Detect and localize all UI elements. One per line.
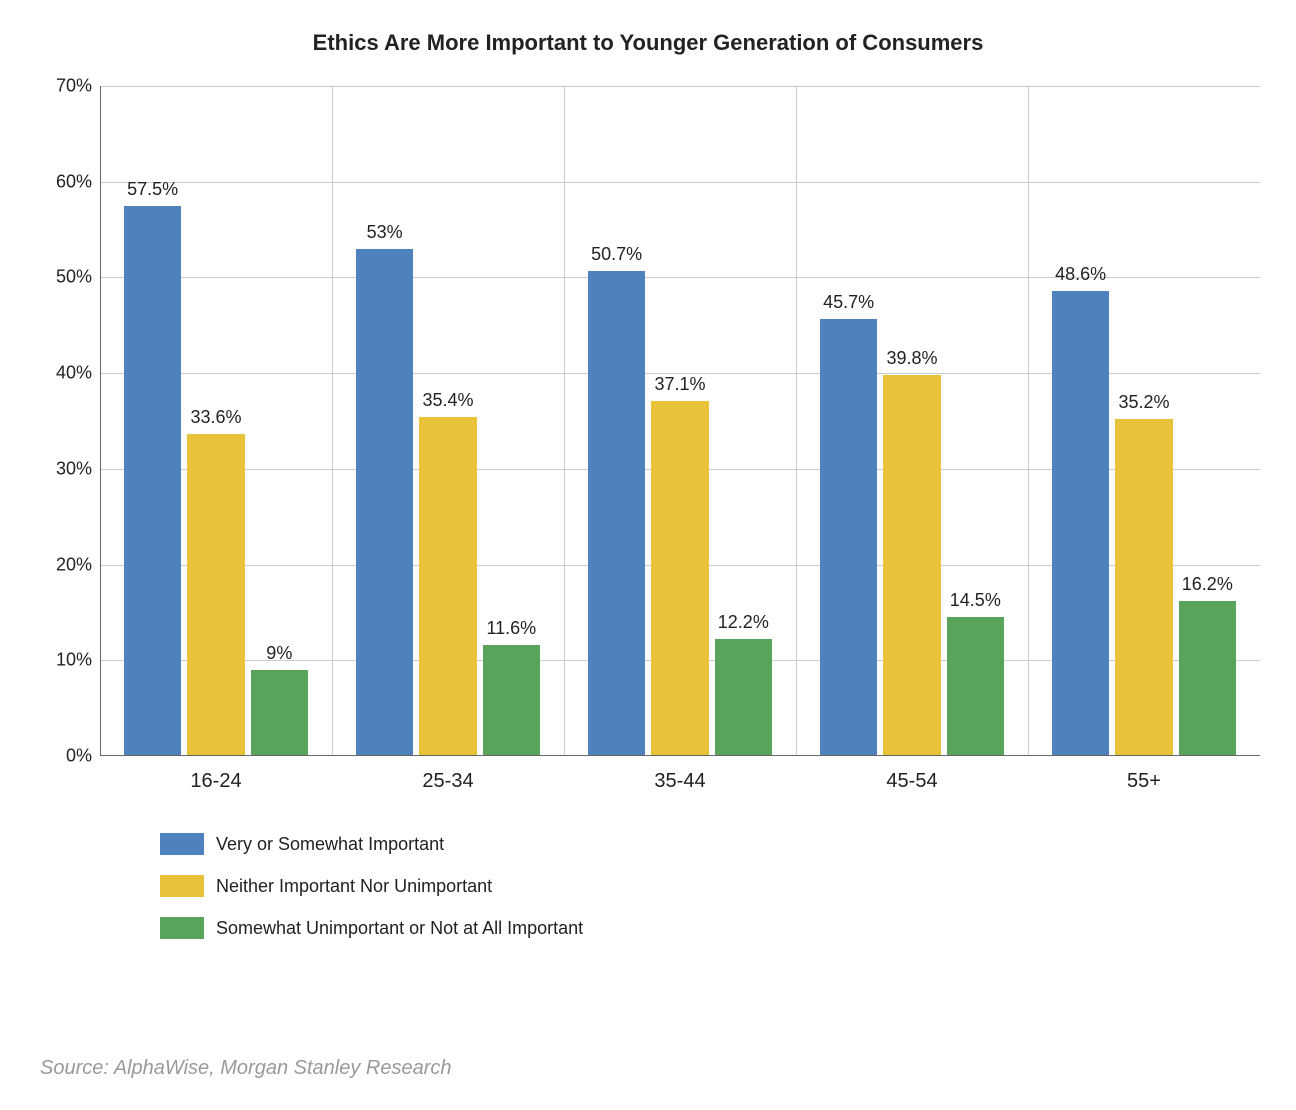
bar: 35.4% [419,417,476,756]
bar-value-label: 37.1% [654,374,705,401]
bar: 53% [356,249,413,756]
bar: 33.6% [187,434,244,756]
x-axis-line [100,755,1260,756]
bar: 14.5% [947,617,1004,756]
legend-label: Neither Important Nor Unimportant [216,876,492,897]
y-tick-label: 50% [56,267,92,288]
bar-value-label: 53% [367,222,403,249]
bar-value-label: 14.5% [950,590,1001,617]
bar-cluster: 45.7%39.8%14.5% [796,86,1028,756]
bar-value-label: 35.2% [1118,392,1169,419]
bar-cluster: 57.5%33.6%9% [100,86,332,756]
x-tick-label: 25-34 [332,770,564,793]
legend: Very or Somewhat Important Neither Import… [160,833,1256,939]
bar-cluster: 53%35.4%11.6% [332,86,564,756]
bar: 35.2% [1115,419,1172,756]
plot-area: 0%10%20%30%40%50%60%70% 57.5%33.6%9%53%3… [100,86,1260,756]
bar-value-label: 35.4% [422,390,473,417]
bar: 12.2% [715,639,772,756]
bar-value-label: 16.2% [1182,574,1233,601]
chart-title: Ethics Are More Important to Younger Gen… [40,30,1256,56]
bar-value-label: 9% [266,643,292,670]
bar: 48.6% [1052,291,1109,756]
bar-value-label: 12.2% [718,612,769,639]
bar-value-label: 33.6% [190,407,241,434]
bar-group: 50.7%37.1%12.2% [564,86,796,756]
y-tick-label: 0% [66,746,92,767]
x-tick-label: 55+ [1028,770,1260,793]
bar-groups: 57.5%33.6%9%53%35.4%11.6%50.7%37.1%12.2%… [100,86,1260,756]
bar: 16.2% [1179,601,1236,756]
source-citation: Source: AlphaWise, Morgan Stanley Resear… [40,1057,452,1080]
y-tick-label: 30% [56,458,92,479]
legend-swatch [160,917,204,939]
legend-label: Somewhat Unimportant or Not at All Impor… [216,918,583,939]
chart-container: Ethics Are More Important to Younger Gen… [0,0,1296,1110]
x-tick-label: 45-54 [796,770,1028,793]
legend-item: Somewhat Unimportant or Not at All Impor… [160,917,1256,939]
legend-item: Very or Somewhat Important [160,833,1256,855]
bar: 57.5% [124,206,181,756]
bar-value-label: 11.6% [486,618,536,645]
x-axis-labels: 16-2425-3435-4445-5455+ [100,770,1260,793]
y-tick-label: 10% [56,650,92,671]
bar-cluster: 48.6%35.2%16.2% [1028,86,1260,756]
bar-value-label: 39.8% [886,348,937,375]
bar-value-label: 57.5% [127,179,178,206]
bar: 45.7% [820,319,877,756]
y-tick-label: 20% [56,554,92,575]
bar: 39.8% [883,375,940,756]
x-tick-label: 16-24 [100,770,332,793]
y-tick-label: 70% [56,76,92,97]
bar-value-label: 45.7% [823,292,874,319]
legend-item: Neither Important Nor Unimportant [160,875,1256,897]
bar: 50.7% [588,271,645,756]
bar-cluster: 50.7%37.1%12.2% [564,86,796,756]
bar: 11.6% [483,645,540,756]
bar: 9% [251,670,308,756]
x-tick-label: 35-44 [564,770,796,793]
legend-label: Very or Somewhat Important [216,834,444,855]
bar: 37.1% [651,401,708,756]
legend-swatch [160,875,204,897]
bar-value-label: 48.6% [1055,264,1106,291]
legend-swatch [160,833,204,855]
bar-group: 57.5%33.6%9% [100,86,332,756]
bar-group: 53%35.4%11.6% [332,86,564,756]
bar-group: 48.6%35.2%16.2% [1028,86,1260,756]
bar-group: 45.7%39.8%14.5% [796,86,1028,756]
y-axis: 0%10%20%30%40%50%60%70% [40,86,100,756]
bar-value-label: 50.7% [591,244,642,271]
y-tick-label: 60% [56,171,92,192]
y-axis-line [100,86,101,756]
y-tick-label: 40% [56,363,92,384]
